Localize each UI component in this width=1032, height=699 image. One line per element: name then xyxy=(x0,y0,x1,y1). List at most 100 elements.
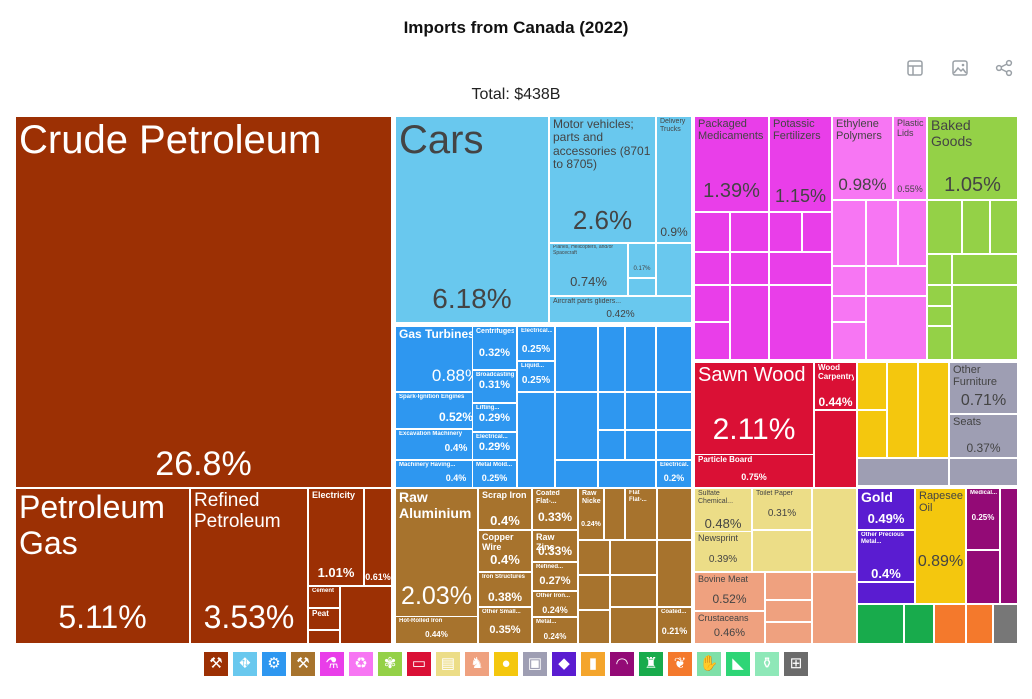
treemap-tile-minor[interactable] xyxy=(765,600,812,622)
treemap-tile-minor[interactable] xyxy=(927,326,952,360)
treemap-tile-electrical[interactable]: Electrical... 0.2% xyxy=(656,460,692,488)
treemap-tile-minor[interactable] xyxy=(628,278,656,296)
treemap-tile-minor[interactable] xyxy=(604,488,625,540)
treemap-tile-planes-helicopters-and-or-spacecraft[interactable]: Planes, Helicopters, and/or Spacecraft 0.… xyxy=(549,243,628,296)
treemap-tile-minor[interactable] xyxy=(765,572,812,600)
diamond-icon[interactable]: ◆ xyxy=(551,651,577,677)
treemap-tile-minor[interactable] xyxy=(610,607,657,644)
treemap-tile-minor[interactable] xyxy=(857,582,915,604)
treemap-tile-particle-board[interactable]: Particle Board 0.75% xyxy=(694,454,814,488)
treemap-tile-other-small[interactable]: Other Small... 0.35% xyxy=(478,607,532,644)
treemap-tile-iron-structures[interactable]: Iron Structures 0.38% xyxy=(478,572,532,607)
treemap-tile-centrifuges[interactable]: Centrifuges 0.32% xyxy=(472,326,517,370)
pickaxe-icon[interactable]: ⚒ xyxy=(203,651,229,677)
treemap-tile-petroleum-gas[interactable]: Petroleum Gas 5.11% xyxy=(15,488,190,644)
treemap-tile-minor[interactable] xyxy=(578,610,610,644)
treemap-tile-tile[interactable]: 0.17% xyxy=(628,243,656,278)
treemap-tile-minor[interactable] xyxy=(517,392,555,488)
treemap-tile-minor[interactable] xyxy=(927,285,952,306)
treemap-tile-liquid[interactable]: Liquid... 0.25% xyxy=(517,361,555,392)
anvil-icon[interactable]: ⚒ xyxy=(290,651,316,677)
treemap-tile-minor[interactable] xyxy=(730,212,769,252)
treemap-tile-minor[interactable] xyxy=(578,575,610,610)
treemap-tile-cars[interactable]: Cars 6.18% xyxy=(395,116,549,323)
treemap-tile-minor[interactable] xyxy=(949,458,1018,486)
treemap-tile-minor[interactable] xyxy=(598,392,625,430)
log-icon[interactable]: ▭ xyxy=(406,651,432,677)
treemap-tile-delivery-trucks[interactable]: Delivery Trucks 0.9% xyxy=(656,116,692,243)
treemap-tile-raw-zinc[interactable]: Raw Zinc 0.33% xyxy=(532,530,578,562)
treemap-tile-refined[interactable]: Refined... 0.27% xyxy=(532,562,578,591)
treemap-tile-minor[interactable] xyxy=(962,200,990,254)
glove-icon[interactable]: ✋ xyxy=(696,651,722,677)
treemap-tile-minor[interactable] xyxy=(555,326,598,392)
treemap-tile-electricity[interactable]: Electricity 1.01% xyxy=(308,488,364,586)
treemap-tile-rapeseed-oil[interactable]: Rapeseed Oil 0.89% xyxy=(915,488,966,604)
treemap-tile-minor[interactable] xyxy=(966,550,1000,604)
treemap-tile-aircraft-parts-gliders[interactable]: Aircraft parts gliders... 0.42% xyxy=(549,296,692,323)
treemap-tile-minor[interactable] xyxy=(598,430,625,460)
treemap-tile-minor[interactable] xyxy=(898,200,927,266)
treemap-tile-minor[interactable] xyxy=(730,285,769,360)
treemap-tile-minor[interactable] xyxy=(990,200,1018,254)
treemap-tile-minor[interactable] xyxy=(812,572,857,644)
treemap-tile-minor[interactable] xyxy=(927,200,962,254)
gauge-icon[interactable]: ◠ xyxy=(609,651,635,677)
treemap-tile-metal-mold[interactable]: Metal Mold... 0.25% xyxy=(472,460,517,488)
treemap-tile-coated[interactable]: Coated... 0.21% xyxy=(657,607,692,644)
treemap-tile-crustaceans[interactable]: Crustaceans 0.46% xyxy=(694,611,765,644)
road-icon[interactable]: ⛖ xyxy=(232,651,258,677)
treemap-tile-potassic-fertilizers[interactable]: Potassic Fertilizers 1.15% xyxy=(769,116,832,212)
treemap-tile-medical[interactable]: Medical... 0.25% xyxy=(966,488,1000,550)
treemap-tile-other-precious-metal[interactable]: Other Precious Metal... 0.4% xyxy=(857,530,915,582)
treemap-tile-minor[interactable] xyxy=(578,540,610,575)
treemap-tile-minor[interactable] xyxy=(656,326,692,392)
treemap-tile-minor[interactable] xyxy=(866,296,927,360)
treemap-tile-crude-petroleum[interactable]: Crude Petroleum 26.8% xyxy=(15,116,392,488)
treemap-tile-minor[interactable] xyxy=(802,212,832,252)
easel-icon[interactable]: ⊞ xyxy=(783,651,809,677)
treemap-tile-minor[interactable] xyxy=(625,392,656,430)
treemap-tile-broadcasting[interactable]: Broadcasting...0.31% xyxy=(472,370,517,403)
treemap-tile-minor[interactable] xyxy=(927,254,952,285)
gear-icon[interactable]: ⚙ xyxy=(261,651,287,677)
treemap-tile-minor[interactable] xyxy=(966,604,993,644)
treemap-tile-lifting[interactable]: Lifting... 0.29% xyxy=(472,403,517,432)
flask-icon[interactable]: ⚗ xyxy=(319,651,345,677)
treemap-tile-plastic-lids[interactable]: Plastic Lids 0.55% xyxy=(893,116,927,200)
treemap-tile-peat[interactable]: Peat xyxy=(308,608,340,630)
treemap-tile-minor[interactable] xyxy=(918,362,949,458)
treemap-tile-minor[interactable] xyxy=(832,266,866,296)
treemap-tile-minor[interactable] xyxy=(657,488,692,540)
battery-icon[interactable]: ▮ xyxy=(580,651,606,677)
cow-icon[interactable]: ♞ xyxy=(464,651,490,677)
treemap-tile-minor[interactable] xyxy=(887,362,918,458)
treemap-tile-other-furniture[interactable]: Other Furniture 0.71% xyxy=(949,362,1018,414)
treemap-tile-bovine-meat[interactable]: Bovine Meat 0.52% xyxy=(694,572,765,611)
treemap-tile-scrap-iron[interactable]: Scrap Iron 0.4% xyxy=(478,488,532,530)
bottles-icon[interactable]: ⚱ xyxy=(754,651,780,677)
box-icon[interactable]: ▣ xyxy=(522,651,548,677)
paper-icon[interactable]: ▤ xyxy=(435,651,461,677)
treemap-tile-minor[interactable] xyxy=(555,460,598,488)
treemap-tile-wood-carpentry[interactable]: Wood Carpentry 0.44% xyxy=(814,362,857,410)
treemap-tile-minor[interactable] xyxy=(769,285,832,360)
treemap-tile-seats[interactable]: Seats 0.37% xyxy=(949,414,1018,458)
treemap-tile-gold[interactable]: Gold 0.49% xyxy=(857,488,915,530)
treemap-tile-coated-flat[interactable]: Coated Flat-... 0.33% xyxy=(532,488,578,530)
treemap-tile-minor[interactable] xyxy=(598,326,625,392)
treemap-tile-minor[interactable] xyxy=(598,460,656,488)
table-view-icon[interactable] xyxy=(904,57,926,79)
leaf-icon[interactable]: ❦ xyxy=(667,651,693,677)
shoe-icon[interactable]: ◣ xyxy=(725,651,751,677)
treemap-tile-minor[interactable] xyxy=(832,296,866,322)
shirt-icon[interactable]: ♜ xyxy=(638,651,664,677)
treemap-tile-minor[interactable] xyxy=(857,410,887,458)
orange-icon[interactable]: ● xyxy=(493,651,519,677)
treemap-tile-minor[interactable] xyxy=(832,200,866,266)
treemap-tile-ethylene-polymers[interactable]: Ethylene Polymers 0.98% xyxy=(832,116,893,200)
treemap-tile-minor[interactable] xyxy=(769,252,832,285)
treemap-tile-minor[interactable] xyxy=(857,604,904,644)
treemap-tile-minor[interactable] xyxy=(610,540,657,575)
treemap-tile-minor[interactable] xyxy=(866,266,927,296)
